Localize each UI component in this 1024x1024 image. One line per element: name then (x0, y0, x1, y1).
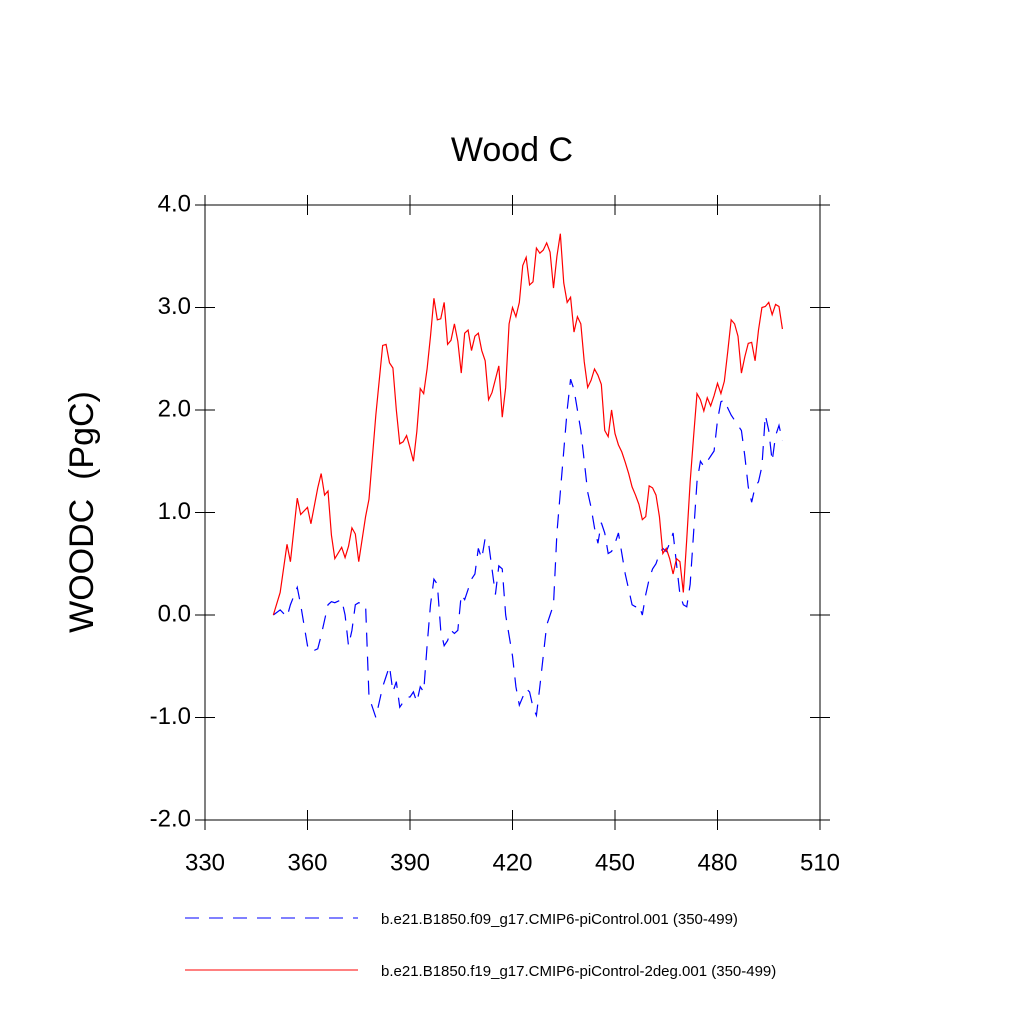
x-tick-label: 480 (697, 849, 737, 876)
y-tick-label: 1.0 (158, 498, 191, 525)
x-tick-label: 450 (595, 849, 635, 876)
x-tick-label: 420 (492, 849, 532, 876)
x-tick-label: 510 (800, 849, 840, 876)
y-tick-label: 4.0 (158, 190, 191, 217)
legend-label: b.e21.B1850.f09_g17.CMIP6-piControl.001 … (381, 911, 738, 928)
data-line (272, 233, 784, 616)
legend-label: b.e21.B1850.f19_g17.CMIP6-piControl-2deg… (381, 963, 776, 980)
x-tick-label: 360 (287, 849, 327, 876)
x-tick-label: 330 (185, 849, 225, 876)
y-tick-label: 0.0 (158, 600, 191, 627)
y-tick-label: -1.0 (150, 703, 191, 730)
y-tick-label: -2.0 (150, 805, 191, 832)
data-line (272, 379, 784, 720)
y-tick-label: 3.0 (158, 293, 191, 320)
y-tick-label: 2.0 (158, 395, 191, 422)
plot-frame (204, 204, 821, 821)
y-axis-label: WOODC (PgC) (63, 391, 101, 633)
x-tick-label: 390 (390, 849, 430, 876)
chart-title: Wood C (451, 131, 573, 169)
